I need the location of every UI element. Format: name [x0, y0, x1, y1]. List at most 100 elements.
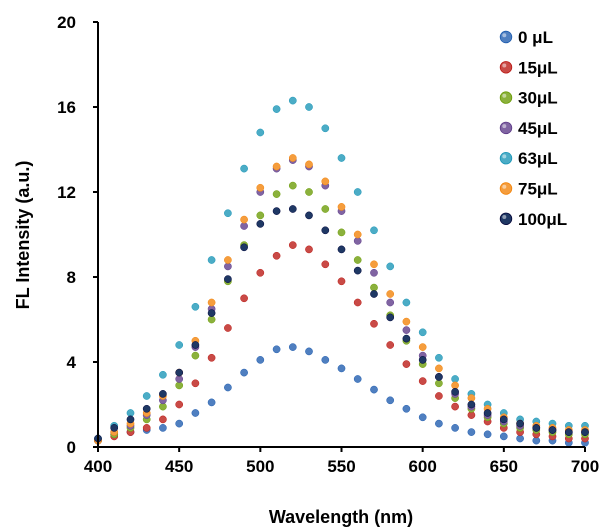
data-point: [256, 356, 265, 364]
data-point: [272, 345, 281, 354]
data-point: [321, 205, 330, 213]
data-point: [499, 432, 508, 441]
x-tick-label: 700: [571, 457, 599, 476]
data-point: [516, 434, 524, 443]
data-point: [386, 313, 395, 322]
data-point: [175, 375, 184, 383]
data-point: [288, 181, 297, 190]
data-point: [386, 341, 395, 349]
x-tick-label: 600: [408, 457, 436, 476]
data-point: [288, 343, 297, 351]
data-point: [126, 409, 135, 417]
data-point: [305, 245, 313, 254]
legend-marker-highlight: [502, 33, 507, 38]
data-point: [191, 409, 200, 417]
data-point: [370, 226, 378, 235]
data-point: [435, 373, 443, 381]
legend-item: 63μL: [499, 149, 558, 168]
series-3: [94, 156, 589, 445]
legend-item: 0 μL: [499, 28, 553, 47]
data-point: [337, 154, 346, 162]
legend-label: 45μL: [518, 119, 558, 138]
data-point: [337, 245, 346, 254]
series-1: [94, 241, 589, 445]
legend-label: 30μL: [518, 89, 558, 108]
data-point: [402, 404, 411, 413]
data-point: [467, 400, 476, 409]
data-point: [499, 415, 508, 424]
data-point: [175, 368, 184, 377]
data-point: [288, 241, 297, 249]
data-point: [483, 409, 492, 417]
data-point: [451, 381, 459, 390]
data-point: [191, 341, 200, 349]
x-tick-label: 450: [165, 457, 193, 476]
data-point: [224, 275, 232, 283]
data-point: [321, 226, 330, 235]
data-point: [256, 183, 265, 192]
data-point: [256, 220, 265, 228]
legend-marker: [499, 151, 513, 165]
data-point: [175, 341, 184, 349]
legend-label: 15μL: [518, 58, 558, 77]
data-point: [110, 424, 119, 432]
legend-item: 75μL: [499, 180, 558, 199]
data-point: [159, 415, 167, 424]
x-tick-label: 550: [327, 457, 355, 476]
data-point: [581, 428, 589, 436]
data-point: [402, 326, 411, 334]
data-point: [418, 377, 427, 385]
y-tick-label: 0: [67, 438, 76, 457]
data-point: [467, 394, 476, 402]
data-point: [435, 379, 443, 388]
data-point: [207, 309, 216, 317]
data-point: [159, 390, 167, 398]
series-5: [94, 154, 589, 445]
legend-marker: [499, 91, 513, 104]
series-4: [94, 96, 589, 443]
data-point: [159, 370, 167, 379]
data-point: [435, 392, 443, 400]
data-point: [175, 400, 184, 409]
data-point: [418, 328, 427, 337]
data-point: [224, 209, 232, 218]
data-point: [402, 360, 411, 368]
legend-label: 63μL: [518, 149, 558, 168]
data-point: [386, 396, 395, 405]
data-point: [370, 268, 378, 277]
x-tick-label: 650: [490, 457, 518, 476]
legend-marker: [499, 30, 513, 44]
data-point: [256, 268, 265, 277]
data-point: [159, 424, 167, 432]
data-point: [370, 290, 378, 298]
data-point: [272, 207, 281, 215]
y-axis-title: FL Intensity (a.u.): [13, 161, 33, 310]
data-point: [207, 256, 216, 264]
legend-item: 15μL: [499, 58, 558, 77]
data-point: [451, 402, 459, 411]
data-point: [305, 188, 313, 196]
legend-marker-highlight: [502, 184, 507, 189]
legend-label: 100μL: [518, 210, 567, 229]
data-point: [207, 298, 216, 307]
data-point: [224, 262, 232, 271]
legend-marker: [499, 212, 513, 226]
data-point: [337, 228, 346, 237]
data-point: [435, 419, 443, 428]
x-axis-ticks: 400 450 500 550 600 650 700: [84, 447, 599, 476]
legend-marker-highlight: [502, 124, 507, 129]
data-point: [418, 413, 427, 422]
data-point: [353, 237, 362, 245]
data-point: [256, 211, 265, 220]
data-point: [516, 419, 524, 428]
legend-item: 45μL: [499, 119, 558, 138]
data-point: [451, 424, 459, 432]
data-point: [370, 283, 378, 292]
legend-marker-highlight: [502, 63, 507, 68]
data-point: [451, 375, 459, 383]
legend-item: 100μL: [499, 210, 567, 229]
data-point: [467, 428, 476, 436]
data-point: [288, 96, 297, 105]
series-6: [94, 205, 589, 443]
data-point: [402, 334, 411, 343]
